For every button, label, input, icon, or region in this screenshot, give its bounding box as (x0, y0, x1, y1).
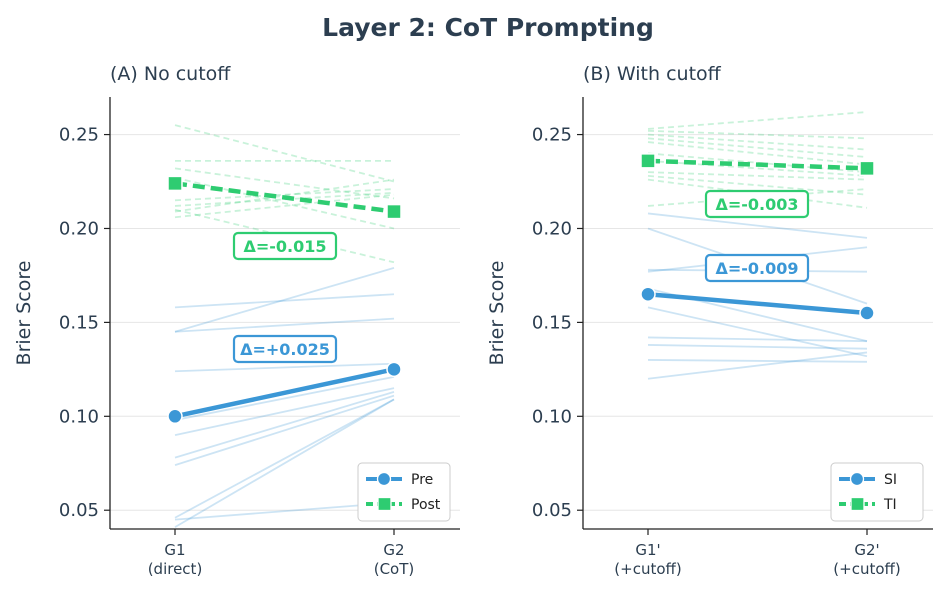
background-line (174, 317, 395, 333)
background-line (647, 141, 868, 166)
x-tick-label: G2 (CoT) (374, 541, 415, 578)
data-point (386, 361, 402, 378)
delta-annotation: Δ=-0.009 (715, 259, 798, 278)
data-point (640, 286, 656, 302)
data-point (386, 203, 402, 220)
x-tick-label-line: (+cutoff) (614, 560, 681, 578)
y-tick-label: 0.20 (59, 218, 99, 239)
panel-title: (A) No cutoff (110, 63, 231, 85)
legend-label: Post (411, 497, 441, 513)
y-axis-label: Brier Score (13, 261, 35, 366)
background-line (174, 167, 395, 200)
x-tick-label-line: G1' (635, 541, 660, 559)
background-line (647, 133, 868, 151)
legend-swatch-marker (850, 496, 865, 512)
y-tick-label: 0.20 (532, 218, 572, 239)
data-point (859, 160, 875, 177)
background-line (647, 351, 868, 380)
panel-title: (B) With cutoff (583, 63, 722, 85)
y-tick-label: 0.10 (59, 406, 99, 427)
x-tick-label-line: (direct) (148, 560, 203, 578)
x-tick-label-line: G2' (854, 541, 879, 559)
y-tick-label: 0.15 (532, 312, 572, 333)
x-tick-label: G1' (+cutoff) (614, 541, 681, 578)
x-tick-label: G1 (direct) (148, 541, 203, 578)
background-line (174, 188, 395, 202)
legend-label: SI (884, 472, 897, 488)
background-line (647, 344, 868, 350)
x-tick-label-line: G1 (164, 541, 185, 559)
legend-label: Pre (411, 472, 433, 488)
background-line (174, 267, 395, 333)
delta-annotation-box (704, 189, 810, 219)
delta-annotation: Δ=+0.025 (240, 340, 330, 359)
panel-no-cutoff: 0.05 0.10 0.15 0.20 0.25 G1 (direct) G2 (CoT) (A)… (13, 63, 460, 578)
background-line (174, 124, 395, 183)
y-tick-label: 0.05 (532, 500, 572, 521)
delta-annotation-box (232, 231, 338, 261)
background-line (174, 398, 395, 528)
background-line (174, 193, 395, 219)
x-tick-label-line: G2 (383, 541, 404, 559)
background-line (174, 293, 395, 309)
background-line (174, 391, 395, 459)
legend-box (830, 462, 924, 522)
background-line (647, 188, 868, 207)
series-line (174, 367, 395, 419)
delta-annotation: Δ=-0.015 (243, 237, 326, 256)
x-tick-label-line: (CoT) (374, 560, 415, 578)
background-line (647, 306, 868, 358)
background-line (647, 212, 868, 239)
background-line (174, 176, 395, 230)
background-line (174, 375, 395, 421)
background-line (174, 362, 395, 373)
background-line (647, 336, 868, 343)
background-line (647, 129, 868, 140)
delta-annotation: Δ=-0.003 (715, 195, 798, 214)
legend-swatch-marker (377, 496, 392, 512)
x-tick-label-line: (+cutoff) (833, 560, 900, 578)
background-line (647, 111, 868, 130)
series-line (647, 158, 868, 171)
series-line (174, 181, 395, 214)
y-tick-label: 0.05 (59, 500, 99, 521)
data-point (167, 408, 183, 425)
background-line (174, 398, 395, 519)
data-point (640, 153, 656, 169)
series-line (647, 291, 868, 316)
figure-title: Layer 2: CoT Prompting (322, 13, 654, 42)
background-line (174, 387, 395, 436)
y-tick-label: 0.25 (532, 125, 572, 146)
background-line (647, 137, 868, 159)
delta-annotation-box (232, 334, 338, 364)
legend-swatch-marker (376, 471, 392, 487)
x-tick-label: G2' (+cutoff) (833, 541, 900, 578)
background-line (174, 394, 395, 466)
y-axis-label: Brier Score (486, 261, 508, 366)
legend-label: TI (883, 497, 897, 513)
background-line (174, 191, 395, 207)
background-line (647, 159, 868, 177)
data-point (167, 175, 183, 192)
y-tick-label: 0.10 (532, 406, 572, 427)
background-line (647, 171, 868, 181)
y-tick-label: 0.25 (59, 125, 99, 146)
delta-annotation-box (704, 253, 810, 283)
legend-swatch-marker (849, 471, 865, 487)
background-line (647, 359, 868, 363)
data-point (859, 305, 875, 321)
y-tick-label: 0.15 (59, 312, 99, 333)
background-line (647, 174, 868, 196)
